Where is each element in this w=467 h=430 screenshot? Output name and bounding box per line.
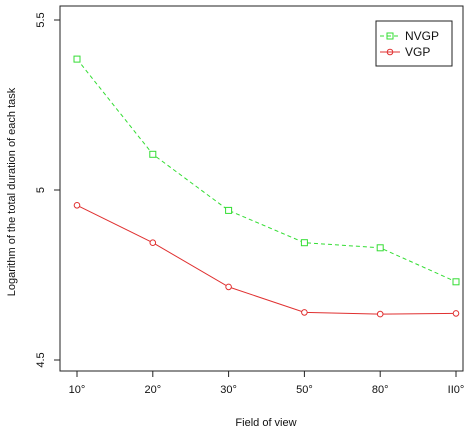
y-tick-label-2: 5.5 — [35, 12, 47, 27]
series-nvgp-point-2 — [225, 206, 233, 214]
x-axis: 10° 20° 30° 50° 80° II0° — [69, 371, 465, 396]
series-vgp-point-5 — [452, 310, 460, 317]
legend-nvgp-marker — [386, 32, 394, 40]
x-tick-label-3: 50° — [296, 384, 313, 396]
x-axis-title: Field of view — [235, 417, 296, 429]
legend-vgp-marker — [386, 48, 394, 56]
y-tick-label-0: 4.5 — [35, 352, 47, 367]
x-tick-label-1: 20° — [144, 384, 161, 396]
series-vgp-point-0 — [73, 202, 81, 209]
legend: NVGP VGP — [375, 20, 453, 67]
series-nvgp-point-4 — [376, 244, 384, 252]
y-axis: 4.5 5 5.5 — [35, 12, 60, 368]
series-nvgp-point-0 — [73, 55, 81, 63]
series-vgp-point-2 — [225, 283, 232, 291]
series-nvgp-point-3 — [300, 239, 308, 247]
legend-box — [375, 20, 453, 67]
series-nvgp-line — [76, 58, 457, 283]
x-tick-label-2: 30° — [220, 384, 237, 396]
series-vgp-point-4 — [376, 310, 384, 318]
y-axis-title: Logarithm of the total duration of each … — [6, 87, 18, 296]
x-tick-label-4: 80° — [372, 384, 389, 396]
legend-nvgp-label: NVGP — [405, 29, 439, 43]
plot-frame — [59, 5, 464, 372]
series-vgp-point-3 — [301, 309, 308, 316]
series-vgp-line — [76, 204, 457, 315]
series-layer — [73, 55, 460, 318]
legend-vgp-label: VGP — [405, 45, 430, 59]
series-vgp-point-1 — [149, 239, 157, 246]
series-nvgp-point-5 — [452, 278, 460, 286]
x-tick-label-0: 10° — [69, 384, 86, 396]
x-tick-label-5: II0° — [448, 384, 465, 396]
y-tick-label-1: 5 — [35, 187, 47, 193]
series-nvgp-point-1 — [149, 150, 157, 158]
